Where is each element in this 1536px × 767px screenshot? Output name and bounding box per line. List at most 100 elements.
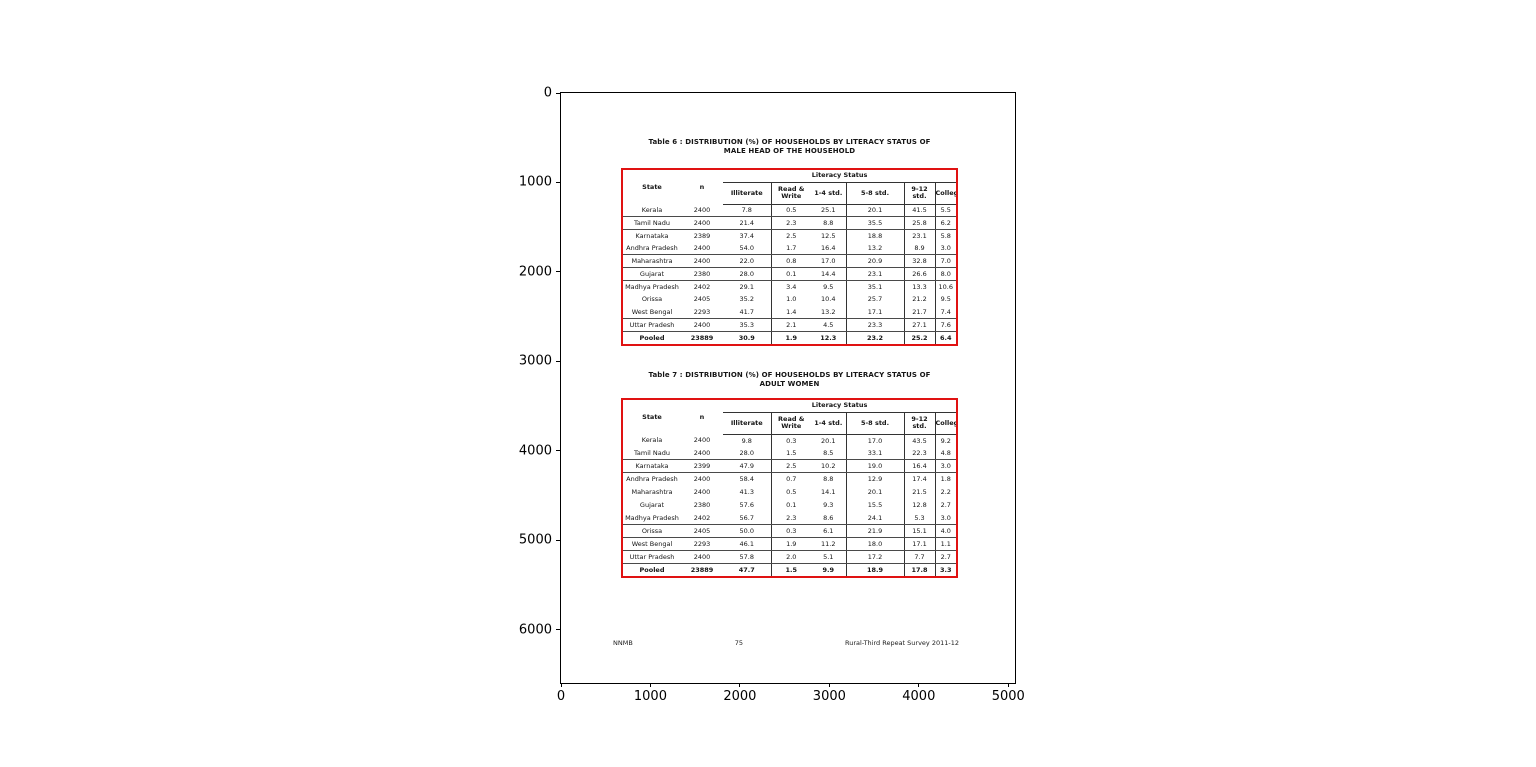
state-cell: Orissa [623,524,681,538]
value-cell: 1.9 [770,331,811,344]
value-cell: 9.2 [934,434,957,447]
state-cell: Kerala [623,204,681,218]
value-cell: 2400 [681,254,723,269]
value-cell: 5.5 [934,204,957,218]
table-row: Madhya Pradesh 2402 56.7 2.3 8.6 24.1 5.3 3.0 [623,511,957,525]
state-cell: Madhya Pradesh [625,282,679,291]
value-cell: 2389 [693,232,711,241]
state-cell: Pooled [639,565,665,574]
x-axis-tick [1007,683,1009,687]
value-cell: 4.5 [811,318,846,332]
table-row: Gujarat 2380 28.0 0.1 14.4 23.1 26.6 8.0 [623,267,957,281]
footer-survey-name: Rural-Third Repeat Survey 2011-12 [845,639,959,647]
literacy-status-span-header: Literacy Status [723,400,957,413]
value-cell: 37.4 [739,232,754,241]
state-cell: Madhya Pradesh [623,511,681,525]
value-cell: 7.7 [903,550,935,564]
value-cell: 15.5 [845,498,904,512]
value-cell: 0.3 [770,524,811,538]
col-header-illiterate: Illiterate [723,182,771,205]
state-cell: Gujarat [623,267,681,281]
value-cell: 56.7 [723,511,771,525]
y-axis-tick [556,450,560,452]
value-cell: 21.4 [723,216,771,230]
value-cell: 0.1 [770,498,811,512]
table-row: Tamil Nadu 2400 21.4 2.3 8.8 35.5 25.8 6.2 [623,216,957,230]
value-cell: 33.1 [845,446,904,461]
value-cell: 5.1 [811,550,846,564]
table-row-pooled: Pooled 23889 30.9 1.9 12.3 23.2 25.2 6.4 [623,331,957,344]
table7-title: Table 7 : DISTRIBUTION (%) OF HOUSEHOLDS… [648,371,931,388]
value-cell: 10.6 [934,280,957,294]
value-cell: 25.7 [845,293,904,306]
col-header-n: n [699,182,705,191]
value-cell: 35.2 [739,295,754,304]
value-cell: 46.1 [723,537,771,551]
table-header-group-row: State n Literacy Status [623,400,957,420]
value-cell: 25.1 [811,204,846,218]
y-axis-tick [556,360,560,362]
value-cell: 0.5 [770,204,811,218]
value-cell: 7.4 [934,305,957,319]
value-cell: 17.0 [811,254,846,269]
value-cell: 2400 [681,242,723,256]
table-row: Uttar Pradesh 2400 57.8 2.0 5.1 17.2 7.7 2.7 [623,550,957,564]
plot-axes: Table 6 : DISTRIBUTION (%) OF HOUSEHOLDS… [519,86,1025,705]
value-cell: 8.0 [934,267,957,281]
col-header-1-4-std: 1-4 std. [811,182,846,205]
state-cell: Andhra Pradesh [623,242,681,256]
value-cell: 7.0 [934,254,957,269]
col-header-read-write: Read & Write [770,182,811,205]
y-axis-tick-label: 4000 [518,443,552,459]
value-cell: 9.3 [823,500,834,509]
value-cell: 1.5 [770,563,811,576]
value-cell: 14.4 [811,267,846,281]
table-row: West Bengal 2293 41.7 1.4 13.2 17.1 21.7 7.4 [623,305,957,319]
value-cell: 3.3 [934,563,957,576]
table-row: Karnataka 2389 37.4 2.5 12.5 18.8 23.1 5.8 [623,229,957,243]
table-row: Gujarat 2380 57.6 0.1 9.3 15.5 12.8 2.7 [623,498,957,512]
value-cell: 1.8 [934,472,957,486]
value-cell: 25.2 [903,331,935,344]
state-cell: Maharashtra [623,254,681,269]
value-cell: 1.5 [770,446,811,461]
value-cell: 26.6 [903,267,935,281]
state-cell: Uttar Pradesh [623,318,681,332]
value-cell: 20.1 [821,436,836,445]
value-cell: 25.8 [903,216,935,230]
value-cell: 3.0 [934,242,957,256]
value-cell: 6.4 [934,331,957,344]
value-cell: 41.5 [903,204,935,218]
value-cell: 12.9 [845,472,904,486]
col-header-1-4-std: 1-4 std. [811,412,846,435]
col-header-state: State [642,182,662,191]
value-cell: 1.1 [934,537,957,551]
value-cell: 17.1 [845,305,904,319]
value-cell: 28.0 [723,267,771,281]
table-row: Maharashtra 2400 41.3 0.5 14.1 20.1 21.5 2.2 [623,485,957,499]
y-axis-tick [556,271,560,273]
state-cell: Maharashtra [631,488,673,497]
y-axis-tick [556,539,560,541]
table7-red-box: State n Literacy Status Illiterate Read … [621,398,958,578]
y-axis-tick-label: 3000 [518,353,552,369]
value-cell: 28.0 [723,446,771,461]
value-cell: 2400 [681,318,723,332]
col-header-read-write: Read & Write [770,412,811,435]
value-cell: 19.0 [845,459,904,474]
value-cell: 6.2 [934,216,957,230]
value-cell: 20.1 [845,204,904,218]
value-cell: 23889 [690,333,714,342]
value-cell: 2400 [693,436,711,445]
value-cell: 1.0 [770,293,811,306]
state-cell: West Bengal [623,537,681,551]
value-cell: 29.1 [739,282,754,291]
value-cell: 2.3 [770,511,811,525]
col-header-n: n [699,412,705,421]
value-cell: 8.5 [811,446,846,461]
table7: State n Literacy Status Illiterate Read … [623,400,957,576]
col-header-college: College [934,182,957,205]
value-cell: 2400 [693,475,711,484]
table-header-row: Illiterate Read & Write 1-4 std. 5-8 std… [623,412,957,435]
value-cell: 17.4 [903,472,935,486]
